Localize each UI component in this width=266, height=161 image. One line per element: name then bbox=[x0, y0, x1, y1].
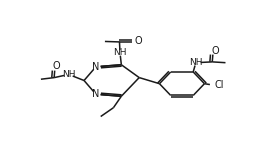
Text: N: N bbox=[92, 89, 99, 99]
Text: O: O bbox=[134, 36, 142, 46]
Text: NH: NH bbox=[189, 58, 203, 67]
Text: O: O bbox=[53, 61, 60, 71]
Text: NH: NH bbox=[113, 48, 127, 57]
Text: N: N bbox=[92, 62, 99, 72]
Text: Cl: Cl bbox=[214, 80, 224, 90]
Text: NH: NH bbox=[62, 70, 76, 79]
Text: O: O bbox=[211, 46, 219, 56]
